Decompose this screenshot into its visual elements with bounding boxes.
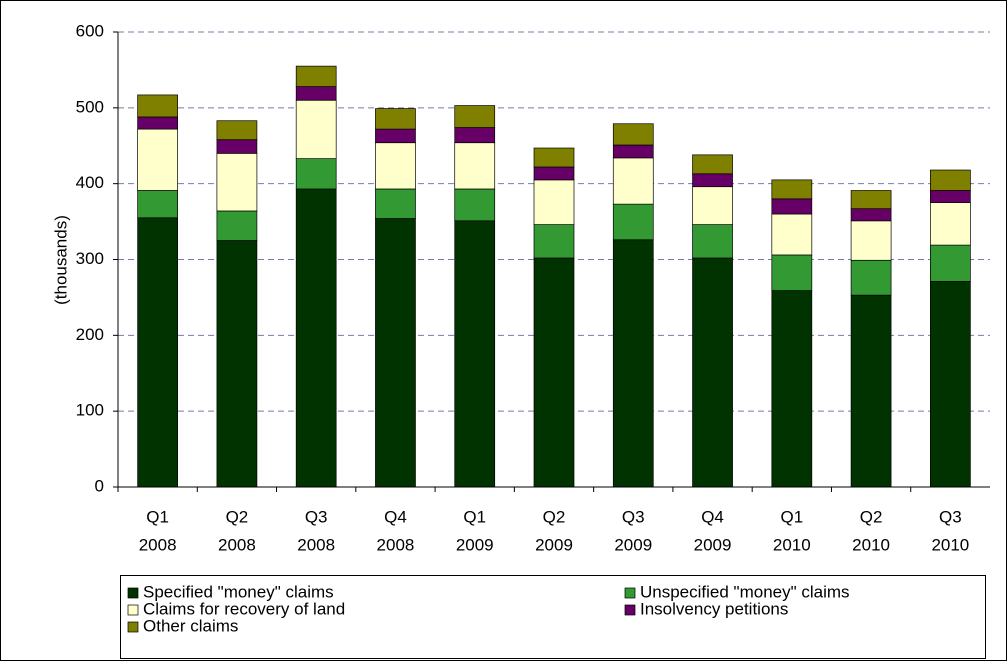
legend-label: Insolvency petitions bbox=[640, 599, 788, 618]
x-tick-label: 2009 bbox=[614, 535, 652, 554]
bar-segment bbox=[930, 202, 971, 246]
bar-segment bbox=[454, 127, 496, 144]
x-tick-label: Q3 bbox=[622, 507, 645, 526]
bar-segment bbox=[295, 158, 337, 190]
y-tick-label: 200 bbox=[76, 325, 104, 344]
bar-segment bbox=[375, 128, 416, 144]
y-tick-label: 100 bbox=[76, 401, 104, 420]
bar-segment bbox=[930, 169, 971, 191]
bar-segment bbox=[454, 220, 496, 488]
legend-box bbox=[120, 575, 986, 659]
x-tick-label: Q1 bbox=[146, 507, 169, 526]
bar-segment bbox=[216, 152, 258, 212]
bar-segment bbox=[612, 203, 654, 241]
bar-segment bbox=[295, 99, 337, 159]
legend-swatch bbox=[624, 604, 636, 616]
bar-segment bbox=[771, 198, 813, 215]
x-tick-label: Q3 bbox=[939, 507, 962, 526]
x-tick-label: 2008 bbox=[218, 535, 256, 554]
bar-segment bbox=[375, 142, 416, 190]
y-tick-label: 300 bbox=[76, 249, 104, 268]
legend-label: Specified "money" claims bbox=[143, 582, 334, 601]
bar-segment bbox=[692, 257, 733, 488]
y-tick-label: 400 bbox=[76, 173, 104, 192]
bar-segment bbox=[612, 157, 654, 205]
bar-segment bbox=[216, 210, 258, 241]
bar-segment bbox=[137, 116, 178, 130]
y-tick-label: 500 bbox=[76, 97, 104, 116]
bar-segment bbox=[216, 120, 258, 141]
bar-segment bbox=[533, 224, 575, 259]
bar-segment bbox=[850, 190, 892, 210]
bar-segment bbox=[295, 86, 337, 101]
x-tick-label: 2010 bbox=[852, 535, 890, 554]
bar-segment bbox=[375, 188, 416, 219]
bar-segment bbox=[295, 65, 337, 87]
x-tick-label: 2009 bbox=[694, 535, 732, 554]
bar-segment bbox=[850, 208, 892, 222]
x-tick-label: Q3 bbox=[305, 507, 328, 526]
bar-segment bbox=[216, 240, 258, 488]
bar-segment bbox=[216, 139, 258, 154]
bar-segment bbox=[295, 188, 337, 488]
x-tick-label: Q4 bbox=[701, 507, 724, 526]
x-tick-label: 2009 bbox=[456, 535, 494, 554]
x-tick-label: Q2 bbox=[226, 507, 249, 526]
bar-segment bbox=[850, 220, 892, 261]
legend-swatch bbox=[127, 587, 139, 599]
bar-segment bbox=[771, 213, 813, 256]
bar-segment bbox=[137, 94, 178, 118]
bar-segment bbox=[692, 186, 733, 225]
bar-segment bbox=[533, 166, 575, 181]
legend-label: Claims for recovery of land bbox=[143, 599, 345, 618]
legend-swatch bbox=[127, 621, 139, 633]
y-tick-label: 600 bbox=[76, 21, 104, 40]
bar-segment bbox=[612, 144, 654, 159]
legend-swatch bbox=[127, 604, 139, 616]
x-tick-label: 2008 bbox=[377, 535, 415, 554]
bar-segment bbox=[137, 217, 178, 488]
x-tick-label: 2009 bbox=[535, 535, 573, 554]
bar-segment bbox=[454, 142, 496, 190]
legend-swatch bbox=[624, 587, 636, 599]
x-tick-label: 2010 bbox=[773, 535, 811, 554]
bar-segment bbox=[533, 179, 575, 225]
x-tick-label: Q2 bbox=[543, 507, 566, 526]
x-tick-label: Q2 bbox=[860, 507, 883, 526]
bar-segment bbox=[375, 218, 416, 488]
bar-segment bbox=[612, 239, 654, 488]
legend-label: Unspecified "money" claims bbox=[640, 582, 850, 601]
bar-segment bbox=[692, 154, 733, 175]
x-tick-label: 2010 bbox=[931, 535, 969, 554]
bar-segment bbox=[692, 224, 733, 259]
bar-segment bbox=[375, 108, 416, 130]
bar-segment bbox=[850, 259, 892, 296]
x-tick-label: 2008 bbox=[139, 535, 177, 554]
bar-segment bbox=[930, 190, 971, 203]
y-tick-label: 0 bbox=[95, 476, 104, 495]
bar-segment bbox=[771, 254, 813, 291]
x-tick-label: 2008 bbox=[297, 535, 335, 554]
bar-segment bbox=[850, 294, 892, 488]
bar-segment bbox=[533, 257, 575, 488]
x-tick-label: Q1 bbox=[463, 507, 486, 526]
bar-segment bbox=[454, 188, 496, 222]
bar-segment bbox=[454, 105, 496, 128]
bar-segment bbox=[930, 244, 971, 282]
x-tick-label: Q4 bbox=[384, 507, 407, 526]
bar-segment bbox=[137, 128, 178, 191]
legend-label: Other claims bbox=[143, 616, 238, 635]
y-axis-label: (thousands) bbox=[51, 215, 70, 305]
bar-segment bbox=[612, 123, 654, 146]
x-tick-label: Q1 bbox=[780, 507, 803, 526]
bar-segment bbox=[533, 147, 575, 168]
bar-segment bbox=[771, 290, 813, 488]
bar-segment bbox=[771, 179, 813, 200]
bar-segment bbox=[930, 281, 971, 488]
bar-segment bbox=[692, 173, 733, 188]
bar-segment bbox=[137, 190, 178, 219]
